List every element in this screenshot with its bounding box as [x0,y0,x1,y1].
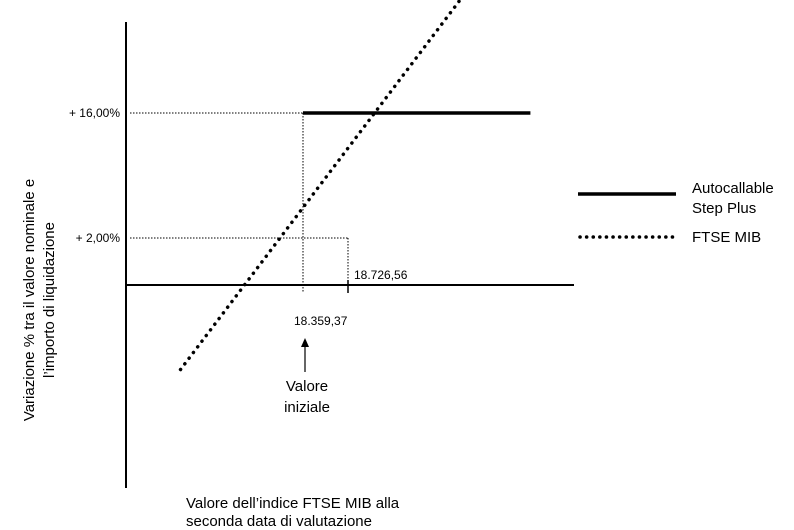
series-ftse-mib-line [178,0,463,372]
initial-arrow-head [301,338,309,347]
legend-label-autocallable-line2: Step Plus [692,200,756,217]
legend-label-ftse-mib: FTSE MIB [692,229,761,246]
y-axis-label: Variazione % tra il valore nominale e l’… [21,179,58,421]
arrow-label-line1: Valore [286,378,328,395]
y-axis-label-line2: l’importo di liquidazione [41,222,58,378]
x-annotation-threshold: 18.726,56 [354,268,408,282]
y-axis-label-line1: Variazione % tra il valore nominale e [21,179,38,421]
y-tick-label-2: + 2,00% [76,231,121,245]
x-axis-label-line1: Valore dell’indice FTSE MIB alla [186,495,400,512]
legend: Autocallable Step Plus FTSE MIB [578,180,774,246]
x-annotation-initial: 18.359,37 [294,314,348,328]
arrow-label-line2: iniziale [284,399,330,416]
x-axis-label-line2: seconda data di valutazione [186,513,372,530]
legend-label-autocallable-line1: Autocallable [692,180,774,197]
y-tick-label-16: + 16,00% [69,106,120,120]
